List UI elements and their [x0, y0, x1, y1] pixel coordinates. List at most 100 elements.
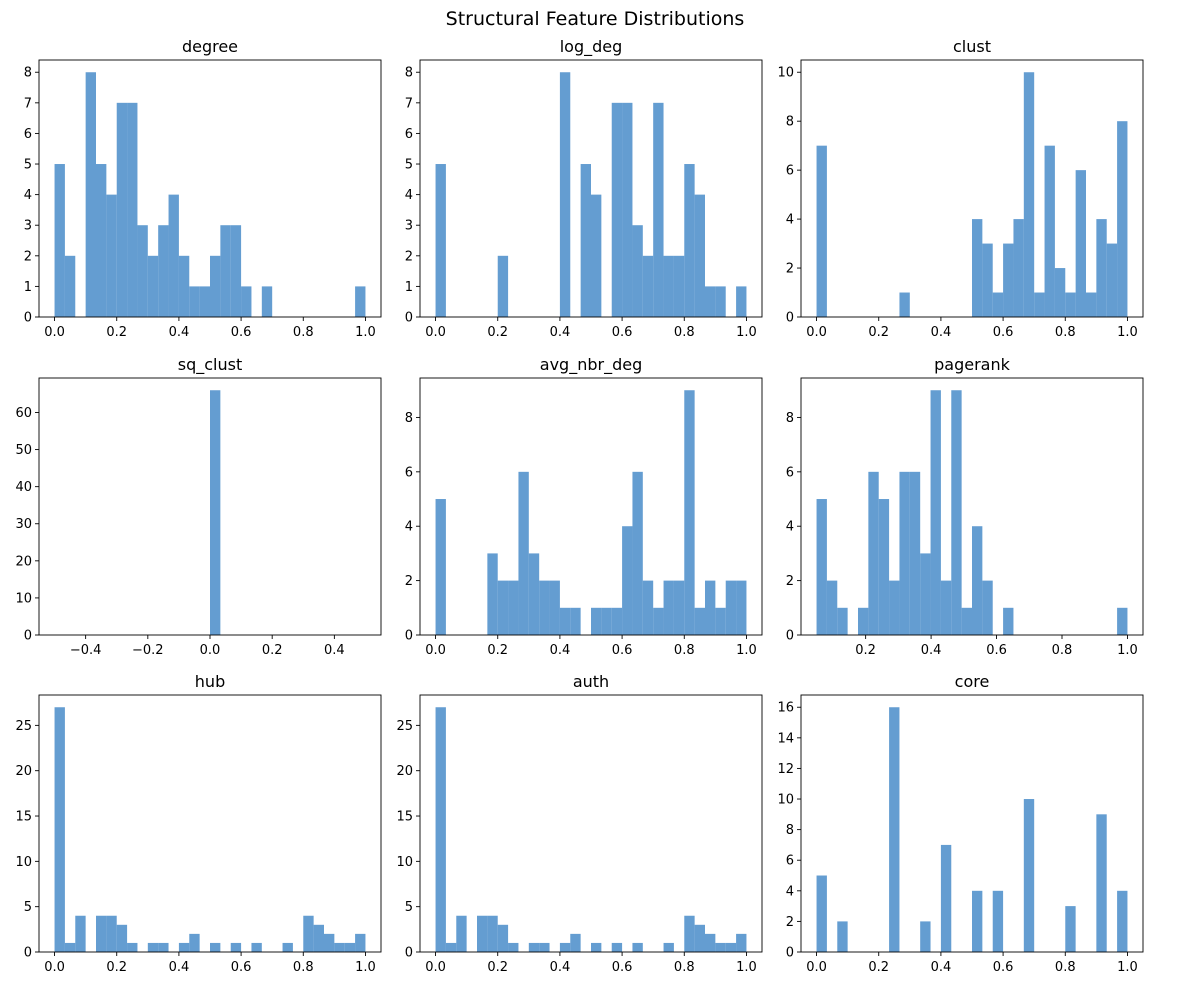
histogram-bar [684, 915, 695, 952]
y-tick-label: 10 [396, 855, 413, 870]
x-tick-label: 0.8 [293, 960, 314, 975]
y-tick-label: 0 [405, 946, 413, 961]
histogram-bar [611, 102, 623, 317]
y-tick-label: 6 [405, 465, 413, 480]
histogram-bar [982, 580, 993, 635]
histogram-bar [106, 915, 117, 952]
x-tick-label: 0.6 [612, 325, 633, 340]
histogram-bar [1044, 145, 1055, 317]
histogram-bar [1054, 268, 1066, 317]
histogram-bar [611, 942, 623, 952]
y-tick-label: 12 [777, 762, 794, 777]
histogram-bar [1075, 170, 1086, 317]
histogram-bar [344, 942, 356, 952]
histogram-bar [508, 580, 519, 635]
y-tick-label: 8 [786, 823, 794, 838]
x-tick-label: 0.0 [425, 643, 446, 658]
histogram-bar [355, 286, 366, 317]
x-tick-label: 0.0 [425, 325, 446, 340]
x-tick-label: 0.2 [487, 643, 508, 658]
x-tick-label: 1.0 [1117, 325, 1138, 340]
histogram-bar [559, 942, 571, 952]
panel-sq-clust: −0.4 −0.2 0.0 0.2 0.4 0 10 20 30 40 50 60 sq_clust [15, 355, 382, 658]
histogram-bar [96, 164, 107, 317]
histogram-bar [663, 580, 674, 635]
x-tick-label: 0.8 [674, 960, 695, 975]
y-tick-label: 8 [786, 411, 794, 426]
figure-title: Structural Feature Distributions [446, 8, 745, 30]
histogram-bar [158, 942, 169, 952]
x-tick-label: 1.0 [736, 325, 757, 340]
histogram-bar [487, 915, 498, 952]
x-tick-label: 0.2 [106, 325, 127, 340]
x-tick-label: 0.2 [487, 960, 508, 975]
histogram-bar [1086, 292, 1097, 317]
x-tick-label: 0.4 [169, 325, 190, 340]
y-tick-label: 3 [24, 219, 32, 234]
histogram-bar [580, 164, 591, 317]
axes-frame [419, 59, 763, 318]
y-tick-label: 6 [24, 127, 32, 142]
histogram-bar [508, 942, 519, 952]
histogram-bar [1096, 814, 1107, 952]
y-tick-label: 5 [24, 900, 32, 915]
x-tick-label: 0.8 [674, 643, 695, 658]
histogram-bar [487, 553, 498, 635]
histogram-bar [705, 286, 716, 317]
x-tick-label: 0.4 [324, 643, 345, 658]
histogram-bar [1065, 292, 1076, 317]
y-tick-label: 15 [15, 810, 32, 825]
y-tick-label: 2 [405, 574, 413, 589]
histogram-bar [497, 255, 509, 317]
histogram-bar [899, 471, 910, 635]
histogram-bar [642, 580, 654, 635]
subplot-title: auth [573, 672, 609, 691]
y-tick-label: 0 [786, 946, 794, 961]
histogram-bar [837, 607, 848, 635]
histogram-bar [1003, 243, 1014, 317]
y-tick-label: 10 [777, 793, 794, 808]
histogram-bar [725, 942, 737, 952]
x-tick-label: −0.2 [132, 643, 164, 658]
histogram-bar [1096, 219, 1107, 317]
histogram-bar [528, 553, 540, 635]
histogram-bar [591, 607, 602, 635]
histogram-bar [539, 580, 550, 635]
histogram-bar [642, 255, 654, 317]
histogram-bar [715, 942, 726, 952]
histogram-bar [1106, 243, 1118, 317]
histogram-bar [816, 875, 827, 952]
x-tick-label: 0.4 [550, 325, 571, 340]
y-tick-label: 8 [405, 411, 413, 426]
y-tick-label: 0 [786, 629, 794, 644]
histogram-bar [878, 499, 890, 635]
x-tick-label: 0.2 [262, 643, 283, 658]
histogram-bar [653, 607, 664, 635]
x-tick-label: 0.6 [986, 643, 1007, 658]
histogram-bar [1034, 292, 1045, 317]
histogram-bar [456, 915, 467, 952]
y-tick-label: 3 [405, 219, 413, 234]
histogram-bar [920, 553, 931, 635]
histogram-bar [816, 499, 827, 635]
histogram-bar [106, 194, 117, 317]
x-tick-label: −0.4 [70, 643, 102, 658]
x-tick-label: 0.6 [612, 643, 633, 658]
x-tick-label: 0.2 [106, 960, 127, 975]
x-tick-label: 0.4 [931, 325, 952, 340]
histogram-bar [64, 942, 76, 952]
x-tick-label: 0.6 [612, 960, 633, 975]
subplot-title: clust [953, 37, 991, 56]
histogram-bar [210, 942, 221, 952]
histogram-bar [715, 286, 726, 317]
y-tick-label: 7 [405, 96, 413, 111]
histogram-bar [230, 225, 242, 317]
y-tick-label: 4 [24, 188, 32, 203]
x-tick-label: 1.0 [355, 325, 376, 340]
histogram-bar [1003, 607, 1014, 635]
x-tick-label: 1.0 [736, 960, 757, 975]
x-tick-label: 0.0 [200, 643, 221, 658]
x-tick-label: 0.0 [44, 325, 65, 340]
y-tick-label: 0 [405, 629, 413, 644]
histogram-bar [705, 933, 716, 952]
